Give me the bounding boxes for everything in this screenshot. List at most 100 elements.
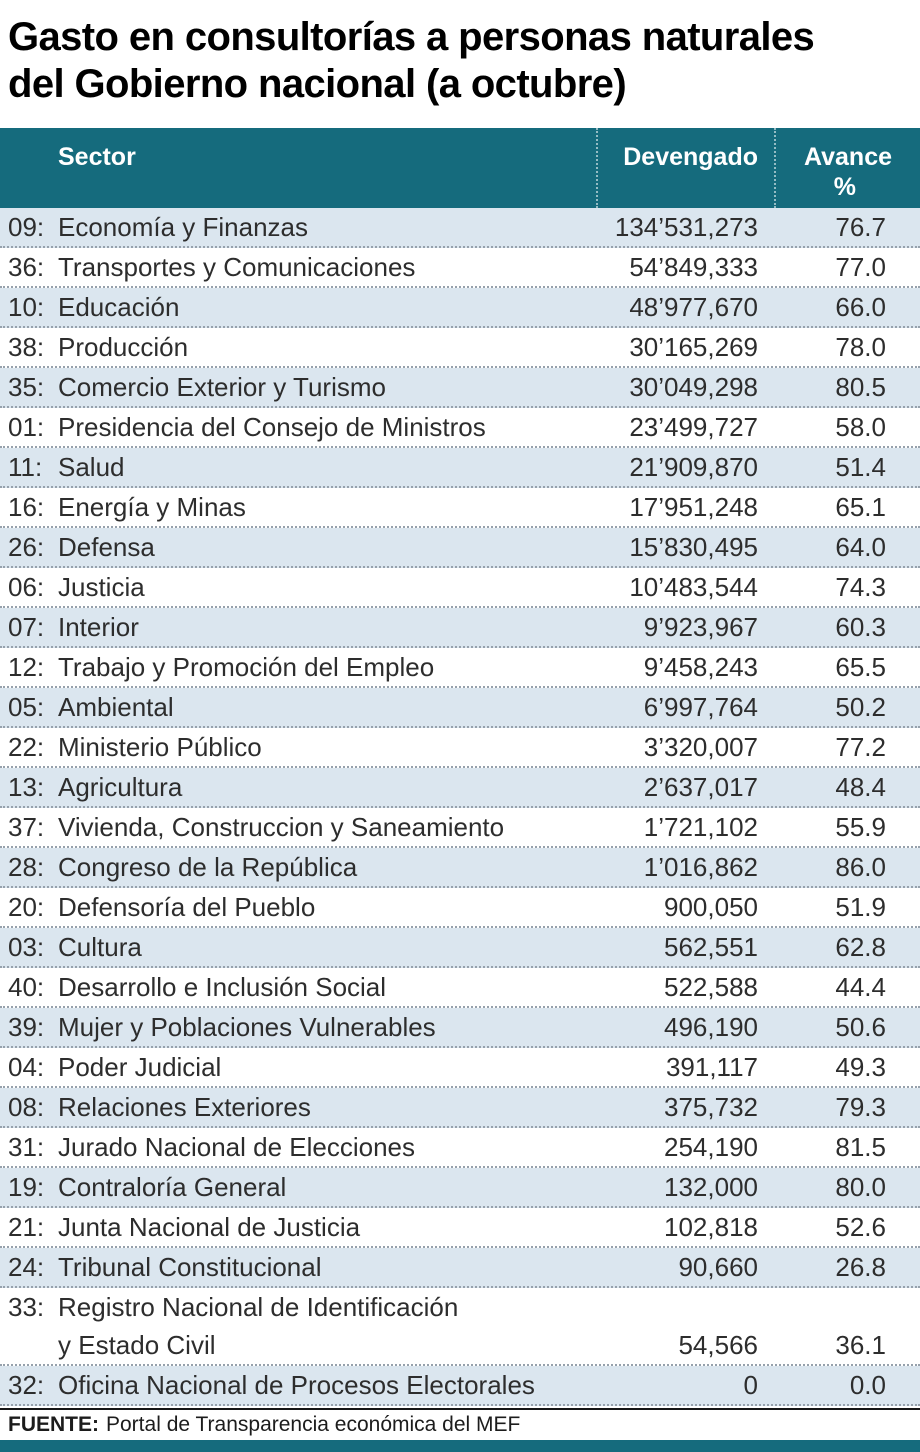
row-avance: 50.2	[835, 692, 886, 722]
row-code: 12:	[8, 652, 45, 682]
row-sector: Trabajo y Promoción del Empleo	[58, 652, 435, 682]
row-code: 33:	[8, 1292, 45, 1322]
row-devengado: 3’320,007	[643, 732, 758, 762]
row-avance: 44.4	[835, 972, 886, 1002]
row-sector: Comercio Exterior y Turismo	[58, 372, 386, 402]
column-header-sector: Sector	[58, 143, 136, 171]
row-avance: 77.2	[835, 732, 886, 762]
table-row: 10: Educación 48’977,670 66.0	[0, 288, 920, 328]
row-code: 16:	[8, 492, 45, 522]
row-devengado: 30’049,298	[629, 372, 758, 402]
row-code: 01:	[8, 412, 45, 442]
row-code: 10:	[8, 292, 45, 322]
table-header: Sector Devengado Avance %	[0, 128, 920, 208]
row-avance: 64.0	[835, 532, 886, 562]
source-line: FUENTE: Portal de Transparencia económic…	[0, 1408, 920, 1440]
row-sector: Salud	[58, 452, 125, 482]
row-sector: Educación	[58, 292, 180, 322]
row-avance: 81.5	[835, 1132, 886, 1162]
row-code: 24:	[8, 1252, 45, 1282]
row-avance: 58.0	[835, 412, 886, 442]
row-sector: Defensa	[58, 532, 155, 562]
table-row: 21: Junta Nacional de Justicia 102,818 5…	[0, 1208, 920, 1248]
row-devengado: 10’483,544	[629, 572, 758, 602]
row-sector: Relaciones Exteriores	[58, 1092, 311, 1122]
table-row: 13: Agricultura 2’637,017 48.4	[0, 768, 920, 808]
row-devengado: 391,117	[665, 1052, 758, 1082]
bottom-accent-bar	[0, 1440, 920, 1452]
table-row: 22: Ministerio Público 3’320,007 77.2	[0, 728, 920, 768]
column-header-avance-unit: %	[833, 173, 856, 201]
row-code: 35:	[8, 372, 45, 402]
row-code: 32:	[8, 1370, 45, 1400]
row-code: 26:	[8, 532, 45, 562]
page-title-line2: del Gobierno nacional (a octubre)	[8, 62, 627, 107]
table-row: 24: Tribunal Constitucional 90,660 26.8	[0, 1248, 920, 1288]
table-row: 20: Defensoría del Pueblo 900,050 51.9	[0, 888, 920, 928]
row-devengado: 132,000	[664, 1172, 758, 1202]
row-sector: Agricultura	[58, 772, 183, 802]
row-devengado: 2’637,017	[643, 772, 758, 802]
row-code: 09:	[8, 212, 45, 242]
row-avance: 80.0	[835, 1172, 886, 1202]
row-sector: Junta Nacional de Justicia	[58, 1212, 361, 1242]
row-devengado: 54’849,333	[629, 252, 758, 282]
table-row: 08: Relaciones Exteriores 375,732 79.3	[0, 1088, 920, 1128]
row-avance: 51.9	[835, 892, 886, 922]
sector-line: Registro Nacional de Identificación	[58, 1292, 459, 1322]
row-sector: Vivienda, Construccion y Saneamiento	[58, 812, 505, 842]
page-title-line1: Gasto en consultorías a personas natural…	[8, 15, 815, 59]
row-code: 07:	[8, 612, 45, 642]
row-code: 11:	[8, 452, 43, 482]
row-devengado: 496,190	[664, 1012, 758, 1042]
row-code: 38:	[8, 332, 45, 362]
sector-line: y Estado Civil	[58, 1330, 216, 1360]
table-row: 35: Comercio Exterior y Turismo 30’049,2…	[0, 368, 920, 408]
row-avance: 48.4	[835, 772, 886, 802]
table-row: 26: Defensa 15’830,495 64.0	[0, 528, 920, 568]
column-header-avance: Avance %	[774, 128, 920, 208]
row-avance: 62.8	[835, 932, 886, 962]
row-avance: 66.0	[835, 292, 886, 322]
row-code: 36:	[8, 252, 45, 282]
row-avance: 80.5	[835, 372, 886, 402]
row-devengado: 254,190	[664, 1132, 758, 1162]
row-devengado: 134’531,273	[614, 212, 758, 242]
source-label: FUENTE:	[8, 1413, 99, 1436]
row-avance: 86.0	[835, 852, 886, 882]
table-row: 12: Trabajo y Promoción del Empleo 9’458…	[0, 648, 920, 688]
row-devengado: 562,551	[664, 932, 758, 962]
table-row: 40: Desarrollo e Inclusión Social 522,58…	[0, 968, 920, 1008]
row-code: 19:	[8, 1172, 45, 1202]
table-row: 09: Economía y Finanzas 134’531,273 76.7	[0, 208, 920, 248]
table-row: 32: Oficina Nacional de Procesos Elector…	[0, 1366, 920, 1406]
row-devengado: 23’499,727	[629, 412, 758, 442]
row-avance: 60.3	[835, 612, 886, 642]
table-row: 03: Cultura 562,551 62.8	[0, 928, 920, 968]
row-devengado: 48’977,670	[629, 292, 758, 322]
row-code: 31:	[8, 1132, 45, 1162]
row-sector: Tribunal Constitucional	[58, 1252, 322, 1282]
row-avance: 65.5	[835, 652, 886, 682]
row-avance: 26.8	[835, 1252, 886, 1282]
row-avance: 65.1	[835, 492, 886, 522]
row-devengado: 21’909,870	[629, 452, 758, 482]
row-sector: Registro Nacional de Identificación y Est…	[58, 1288, 596, 1364]
row-avance: 74.3	[835, 572, 886, 602]
row-sector: Congreso de la República	[58, 852, 358, 882]
row-code: 06:	[8, 572, 45, 602]
row-devengado: 6’997,764	[643, 692, 758, 722]
row-sector: Ministerio Público	[58, 732, 262, 762]
table-row: 36: Transportes y Comunicaciones 54’849,…	[0, 248, 920, 288]
row-sector: Cultura	[58, 932, 142, 962]
row-avance: 51.4	[835, 452, 886, 482]
table-row: 05: Ambiental 6’997,764 50.2	[0, 688, 920, 728]
row-avance: 49.3	[835, 1052, 886, 1082]
table-row: 33: Registro Nacional de Identificación y…	[0, 1288, 920, 1366]
row-code: 39:	[8, 1012, 45, 1042]
table-row: 16: Energía y Minas 17’951,248 65.1	[0, 488, 920, 528]
row-avance: 55.9	[835, 812, 886, 842]
row-devengado: 17’951,248	[629, 492, 758, 522]
row-sector: Presidencia del Consejo de Ministros	[58, 412, 486, 442]
